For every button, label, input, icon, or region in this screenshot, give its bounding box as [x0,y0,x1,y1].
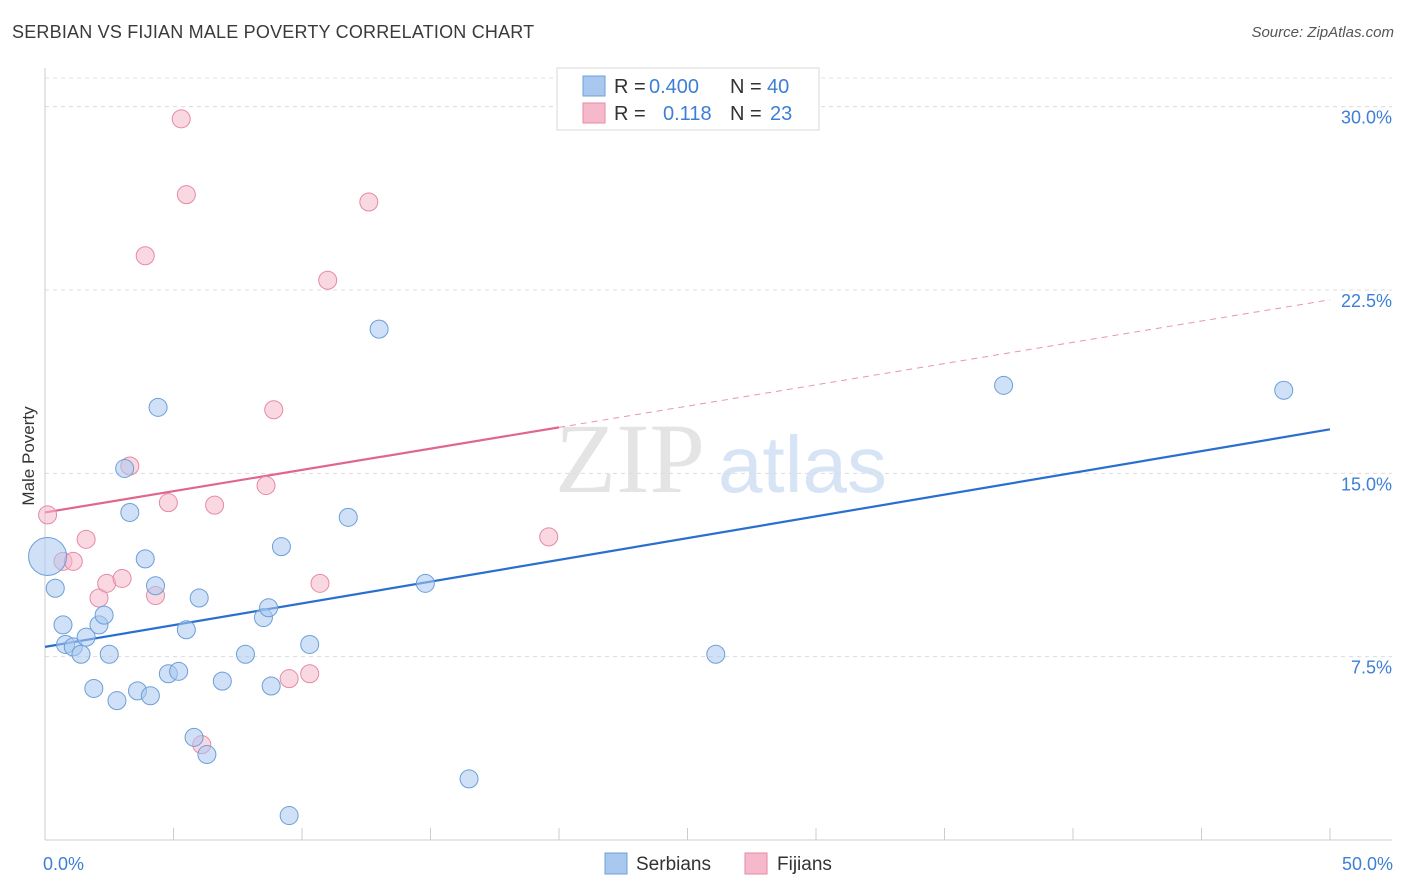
legend-swatch-serbians [582,75,606,97]
legend-row-serbians: R = 0.400 N = 40 [582,75,789,98]
bottom-legend-label-serbians: Serbians [636,854,711,875]
serbian-point [148,397,168,417]
serbian-point [189,588,209,608]
source-label: Source: ZipAtlas.com [1251,24,1394,41]
serbian-point [271,537,291,557]
serbian-point [176,620,196,640]
serbian-point [99,644,119,664]
y-tick-label: 7.5% [1351,658,1392,678]
fijian-point [256,476,276,496]
fijian-point [112,568,132,588]
serbian-point [300,634,320,654]
fijian-point [89,588,109,608]
serbian-point [261,676,281,696]
fijian-point [300,664,320,684]
serbian-point [338,507,358,527]
x-tick-label: 0.0% [43,854,84,874]
serbian-point [53,615,73,635]
legend-n-label-fijians: N = [730,103,762,125]
fijian-point [171,109,191,129]
y-tick-label: 30.0% [1341,108,1392,128]
fijian-point [38,505,58,525]
legend-row-fijians: R = 0.118 N = 23 [582,102,792,125]
fijian-point [135,246,155,266]
serbian-point [197,744,217,764]
fijian-point [205,495,225,515]
serbian-point [115,458,135,478]
watermark-zip: ZIP [555,403,705,514]
trend-line-fijians [44,426,560,514]
serbian-point [212,671,232,691]
fijian-point [310,573,330,593]
legend-n-label-serbians: N = [730,76,762,98]
chart-title: SERBIAN VS FIJIAN MALE POVERTY CORRELATI… [12,22,535,42]
legend-r-label-fijians: R = [614,103,646,125]
serbian-point [76,627,96,647]
bottom-legend-swatch-fijians [744,852,768,875]
fijian-point [76,529,96,549]
legend-r-value-serbians: 0.400 [649,76,699,98]
bottom-legend-swatch-serbians [604,852,628,875]
bottom-legend-label-fijians: Fijians [777,854,832,875]
serbian-point [259,598,279,618]
legend-r-label-serbians: R = [614,76,646,98]
bottom-legend: Serbians Fijians [604,852,832,875]
y-axis-title: Male Poverty [19,406,38,506]
serbian-point [184,727,204,747]
serbian-point [415,573,435,593]
fijian-point [279,669,299,689]
serbian-point [28,536,68,576]
serbian-point [140,686,160,706]
trend-line-fijians-extension [558,299,1331,428]
serbian-point [459,769,479,789]
serbian-point [107,691,127,711]
serbian-point [279,806,299,826]
serbian-point [146,576,166,596]
legend-box: R = 0.400 N = 40 R = 0.118 N = 23 [556,67,820,131]
fijian-point [158,493,178,513]
fijian-point [318,270,338,290]
y-tick-label: 15.0% [1341,474,1392,494]
serbian-point [169,661,189,681]
serbian-point [45,578,65,598]
serbian-point [135,549,155,569]
legend-r-value-fijians: 0.118 [663,103,712,125]
x-tick-label: 50.0% [1342,854,1393,874]
serbian-point [1274,380,1294,400]
serbian-point [120,502,140,522]
serbian-point [994,375,1014,395]
legend-n-value-serbians: 40 [767,76,789,98]
serbian-point [71,644,91,664]
legend-n-value-fijians: 23 [770,103,792,125]
serbian-point [84,678,104,698]
fijian-point [359,192,379,212]
serbian-point [235,644,255,664]
serbian-point [94,605,114,625]
legend-swatch-fijians [582,102,606,124]
serbian-point [369,319,389,339]
serbian-point [706,644,726,664]
y-tick-label: 22.5% [1341,291,1392,311]
fijian-point [539,527,559,547]
fijian-point [264,400,284,420]
fijian-point [176,185,196,205]
watermark-atlas: atlas [718,420,887,509]
